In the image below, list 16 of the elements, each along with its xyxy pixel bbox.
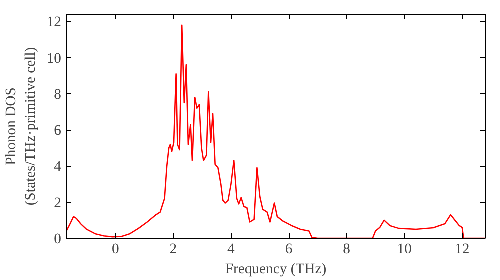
x-tick-label: 10 (397, 242, 412, 258)
x-tick-label: 2 (170, 242, 178, 258)
y-tick-label: 8 (54, 86, 62, 103)
x-axis-title: Frequency (THz) (225, 262, 327, 278)
x-tick-label: 8 (343, 242, 350, 258)
y-tick-label: 12 (46, 14, 62, 31)
y-tick-label: 6 (54, 123, 62, 140)
x-tick-label: 4 (228, 242, 236, 258)
x-tick-label: 6 (285, 242, 293, 258)
y-tick-label: 10 (46, 50, 62, 67)
y-tick-label: 4 (54, 159, 62, 176)
x-tick-label: 12 (455, 242, 470, 258)
y-tick-label: 0 (54, 232, 62, 248)
y-tick-label: 2 (54, 195, 62, 212)
x-tick-label: 0 (112, 242, 120, 258)
y-axis-title: Phonon DOS (States/THz·primitive cell) (4, 47, 39, 206)
